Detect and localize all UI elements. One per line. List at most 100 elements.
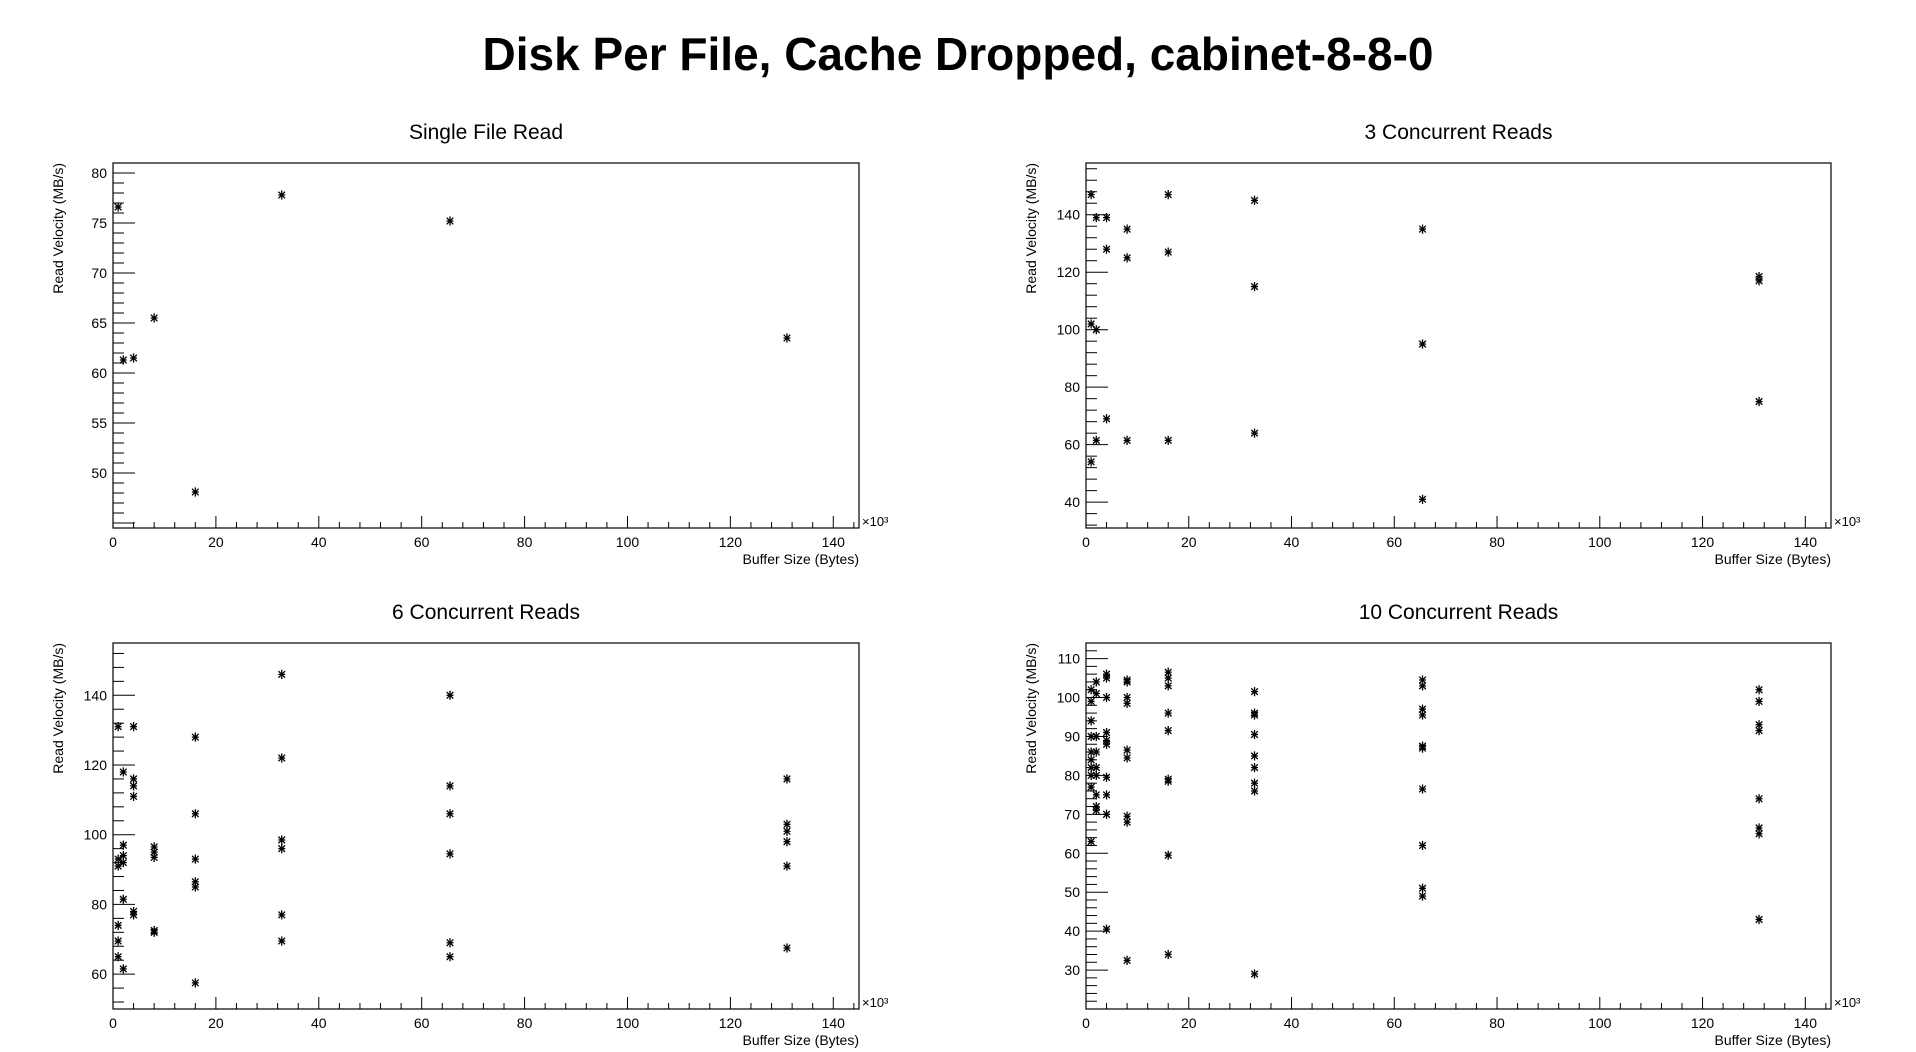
data-point bbox=[1092, 762, 1101, 773]
data-point bbox=[1418, 704, 1427, 714]
data-point bbox=[1087, 457, 1095, 467]
data-point bbox=[1123, 955, 1131, 965]
y-tick-label: 50 bbox=[1064, 884, 1080, 900]
figure-title: Disk Per File, Cache Dropped, cabinet-8-… bbox=[483, 28, 1434, 80]
chart-title: 3 Concurrent Reads bbox=[1365, 121, 1553, 144]
data-point bbox=[119, 840, 128, 850]
y-tick-label: 80 bbox=[1064, 379, 1080, 395]
data-point bbox=[1164, 190, 1172, 200]
data-point bbox=[1123, 435, 1131, 445]
data-point bbox=[783, 333, 791, 343]
x-tick-label: 140 bbox=[1794, 1015, 1818, 1031]
data-point bbox=[1250, 762, 1259, 773]
data-point bbox=[1102, 673, 1111, 683]
chart-title: Single File Read bbox=[409, 121, 563, 144]
data-point bbox=[114, 722, 122, 732]
y-tick-label: 65 bbox=[91, 315, 107, 331]
data-point bbox=[114, 202, 122, 212]
y-tick-label: 100 bbox=[84, 827, 108, 843]
data-point bbox=[1092, 770, 1101, 780]
data-point bbox=[1418, 840, 1427, 851]
data-point bbox=[1755, 396, 1763, 407]
data-point bbox=[1087, 716, 1095, 726]
data-point bbox=[1755, 276, 1763, 286]
data-point bbox=[1250, 710, 1259, 720]
data-point bbox=[1092, 731, 1101, 742]
x-tick-label: 40 bbox=[1284, 1015, 1300, 1031]
data-point bbox=[119, 767, 128, 777]
x-tick-label: 100 bbox=[616, 1015, 640, 1031]
data-point bbox=[277, 936, 286, 946]
data-point bbox=[1087, 782, 1095, 792]
x-tick-label: 0 bbox=[109, 534, 117, 550]
data-point bbox=[446, 938, 454, 948]
y-axis-label: Read Velocity (MB/s) bbox=[50, 643, 66, 774]
plot-frame bbox=[1085, 162, 1832, 529]
data-point bbox=[277, 844, 286, 854]
data-point bbox=[277, 910, 286, 920]
y-tick-label: 70 bbox=[1064, 806, 1080, 822]
x-tick-label: 20 bbox=[208, 534, 224, 550]
x-tick-label: 120 bbox=[719, 1015, 743, 1031]
data-point bbox=[1250, 687, 1259, 697]
y-tick-label: 75 bbox=[91, 215, 107, 231]
data-point bbox=[446, 781, 454, 791]
plot-frame bbox=[1085, 642, 1832, 1010]
data-point bbox=[114, 920, 122, 930]
data-point bbox=[1164, 681, 1172, 691]
x-tick-label: 80 bbox=[517, 1015, 533, 1031]
data-point bbox=[1123, 745, 1131, 755]
data-point bbox=[1418, 339, 1427, 349]
data-point bbox=[1123, 677, 1131, 687]
x-axis-label: Buffer Size (Bytes) bbox=[743, 1032, 859, 1048]
data-point bbox=[1418, 494, 1427, 504]
x-axis-exponent-label: ×10³ bbox=[862, 995, 889, 1010]
data-point bbox=[783, 826, 791, 836]
data-point bbox=[129, 722, 138, 732]
y-tick-label: 80 bbox=[1064, 767, 1080, 783]
x-tick-label: 140 bbox=[822, 534, 846, 550]
data-point bbox=[783, 861, 791, 871]
data-point bbox=[1092, 805, 1101, 816]
y-tick-label: 120 bbox=[84, 757, 108, 773]
x-tick-label: 100 bbox=[1588, 1015, 1612, 1031]
x-tick-label: 120 bbox=[1691, 1015, 1715, 1031]
data-point bbox=[1755, 914, 1763, 925]
data-point bbox=[1755, 696, 1763, 707]
data-point bbox=[1164, 776, 1172, 786]
data-point bbox=[1164, 708, 1172, 718]
data-point bbox=[1755, 720, 1763, 730]
data-point bbox=[129, 353, 138, 363]
x-tick-label: 0 bbox=[1082, 1015, 1090, 1031]
x-tick-label: 60 bbox=[1386, 1015, 1402, 1031]
data-point bbox=[1102, 924, 1111, 934]
data-point bbox=[1087, 696, 1095, 707]
data-point bbox=[191, 978, 200, 988]
chart-panel-3: 6 Concurrent Reads 0 20 40 60 80 100 120 140 60 80… bbox=[50, 601, 889, 1048]
data-point bbox=[1102, 414, 1111, 424]
x-axis-exponent-label: ×10³ bbox=[1834, 514, 1861, 529]
y-tick-label: 40 bbox=[1064, 494, 1080, 510]
data-point bbox=[1123, 253, 1131, 263]
y-tick-label: 40 bbox=[1064, 923, 1080, 939]
x-tick-label: 40 bbox=[1284, 534, 1300, 550]
data-point bbox=[1250, 281, 1259, 292]
data-point bbox=[1087, 836, 1095, 847]
chart-title: 6 Concurrent Reads bbox=[392, 601, 580, 624]
data-point bbox=[1092, 677, 1101, 687]
y-tick-label: 50 bbox=[91, 465, 107, 481]
data-point bbox=[1164, 726, 1172, 736]
data-point bbox=[446, 216, 454, 226]
x-axis-exponent-label: ×10³ bbox=[862, 514, 889, 529]
data-point bbox=[1123, 224, 1131, 234]
data-point bbox=[1087, 755, 1095, 765]
data-point bbox=[150, 852, 158, 862]
x-tick-label: 140 bbox=[822, 1015, 846, 1031]
data-point bbox=[277, 669, 286, 679]
data-point bbox=[1164, 850, 1172, 860]
x-axis-label: Buffer Size (Bytes) bbox=[1715, 551, 1831, 567]
chart-panel-4: 10 Concurrent Reads 0 20 40 60 80 100 120 140 30 4… bbox=[1023, 601, 1861, 1048]
data-point bbox=[114, 936, 122, 946]
data-point bbox=[446, 849, 454, 859]
x-tick-label: 60 bbox=[1386, 534, 1402, 550]
